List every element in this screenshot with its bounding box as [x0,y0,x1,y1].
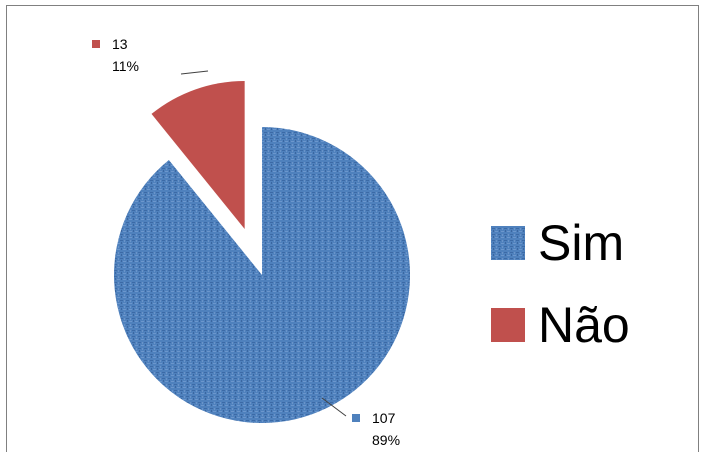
legend-label-sim: Sim [538,215,624,271]
pie-slice-no [151,80,245,229]
legend-swatch-nao [491,308,525,342]
chart-frame [6,5,699,452]
data-label-nao-value: 13 [112,36,128,52]
data-label-sim-percent: 89% [372,432,400,448]
legend-label-nao: Não [538,297,630,353]
legend-swatch-sim [491,226,525,260]
pie-slice-sim [114,127,410,423]
data-label-nao-marker [92,40,100,48]
leader-line-nao [180,70,209,75]
data-label-sim-value: 107 [372,410,396,426]
data-label-nao-percent: 11% [112,58,139,74]
data-label-sim-marker [352,414,360,422]
leader-line-sim [321,397,347,417]
